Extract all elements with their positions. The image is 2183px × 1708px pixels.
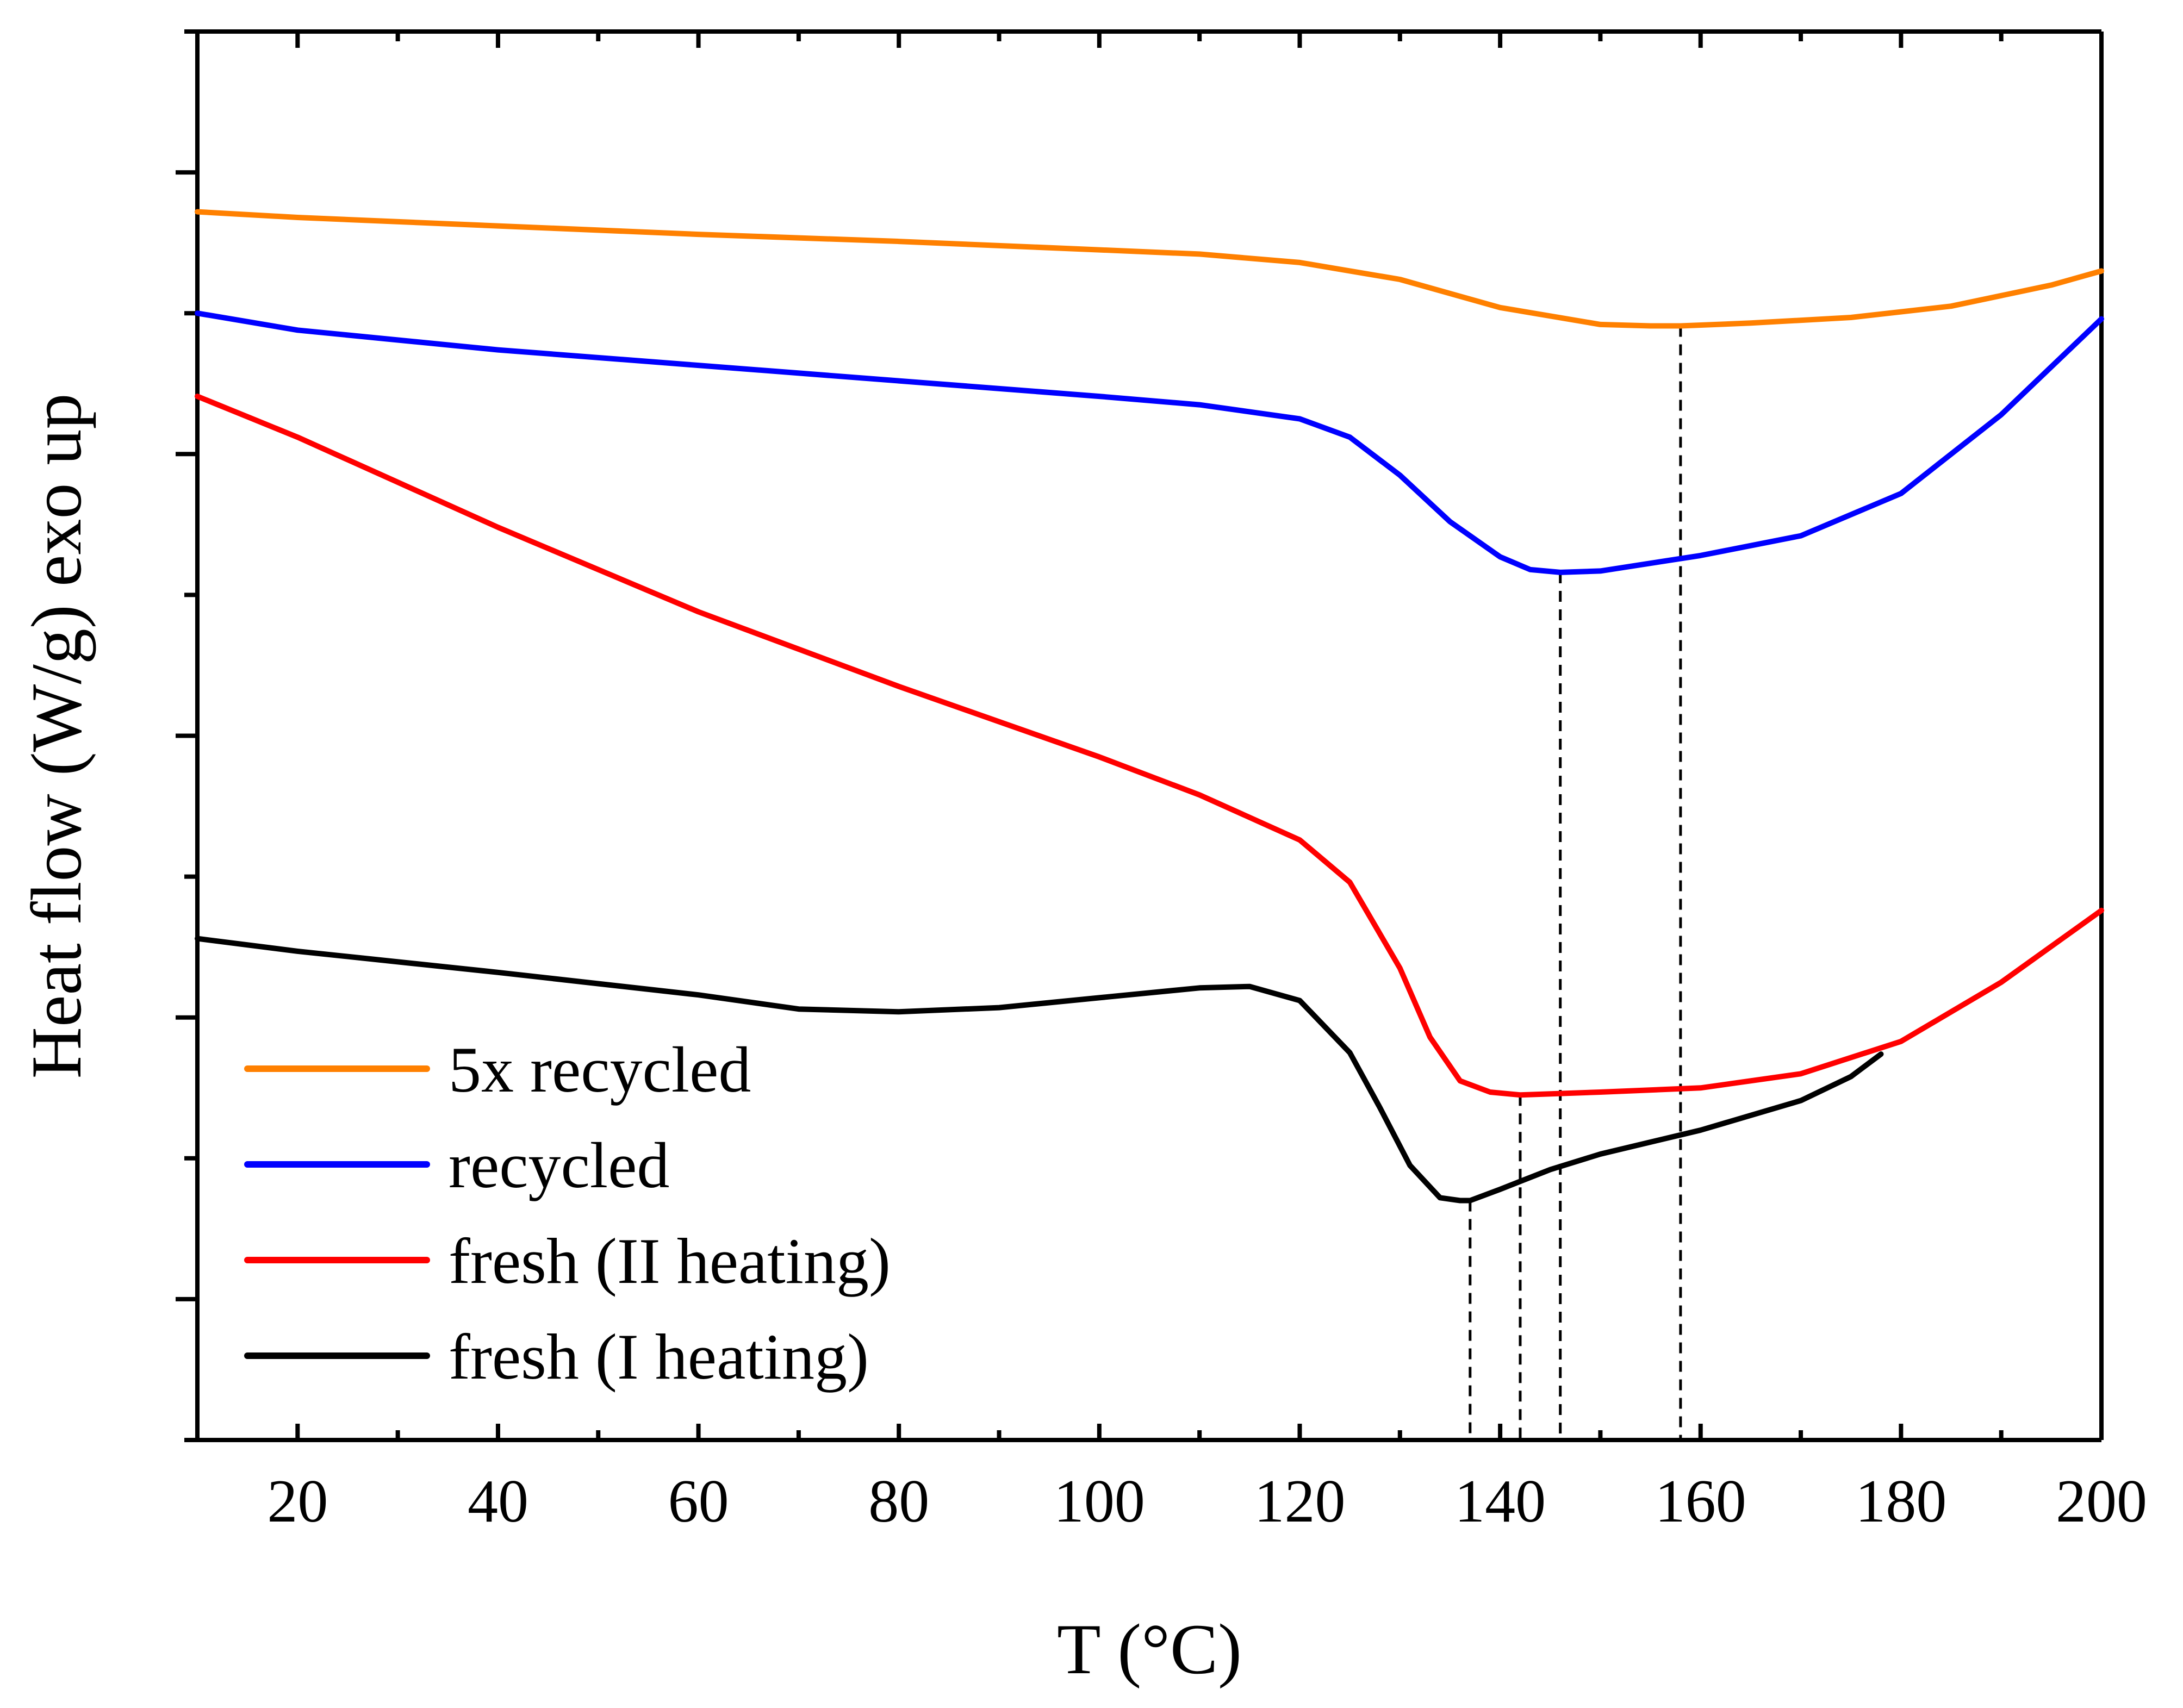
x-tick-label: 60 <box>668 1468 729 1535</box>
x-tick-label: 120 <box>1254 1468 1345 1535</box>
x-axis-title: T (°C) <box>1057 1609 1242 1689</box>
legend-label: fresh (I heating) <box>449 1320 869 1393</box>
series-lines <box>195 209 2104 1204</box>
x-tick-label: 200 <box>2056 1468 2147 1535</box>
series-line-fresh-i-heating- <box>195 936 1884 1204</box>
x-tick-label: 180 <box>1855 1468 1946 1535</box>
legend-label: 5x recycled <box>449 1033 751 1106</box>
legend-label: recycled <box>449 1129 669 1201</box>
series-line-5x-recycled <box>195 209 2104 329</box>
dashed-guides <box>1469 326 1682 1440</box>
x-tick-label: 20 <box>267 1468 328 1535</box>
x-tick-label: 40 <box>468 1468 528 1535</box>
x-tick-label: 140 <box>1454 1468 1546 1535</box>
series-line-recycled <box>195 310 2104 575</box>
y-axis-title: Heat flow (W/g) exo up <box>16 394 96 1079</box>
plot-frame <box>195 29 2104 1442</box>
x-tick-label: 100 <box>1054 1468 1145 1535</box>
ticks: 20 40 60 80 100 120 140 160 180 200 <box>176 29 2147 1535</box>
x-tick-label: 160 <box>1655 1468 1746 1535</box>
x-tick-label: 80 <box>868 1468 929 1535</box>
legend-label: fresh (II heating) <box>449 1225 891 1297</box>
series-line-fresh-ii-heating- <box>195 394 2104 1098</box>
legend: 5x recycled recycled fresh (II heating) fre… <box>244 1033 891 1393</box>
